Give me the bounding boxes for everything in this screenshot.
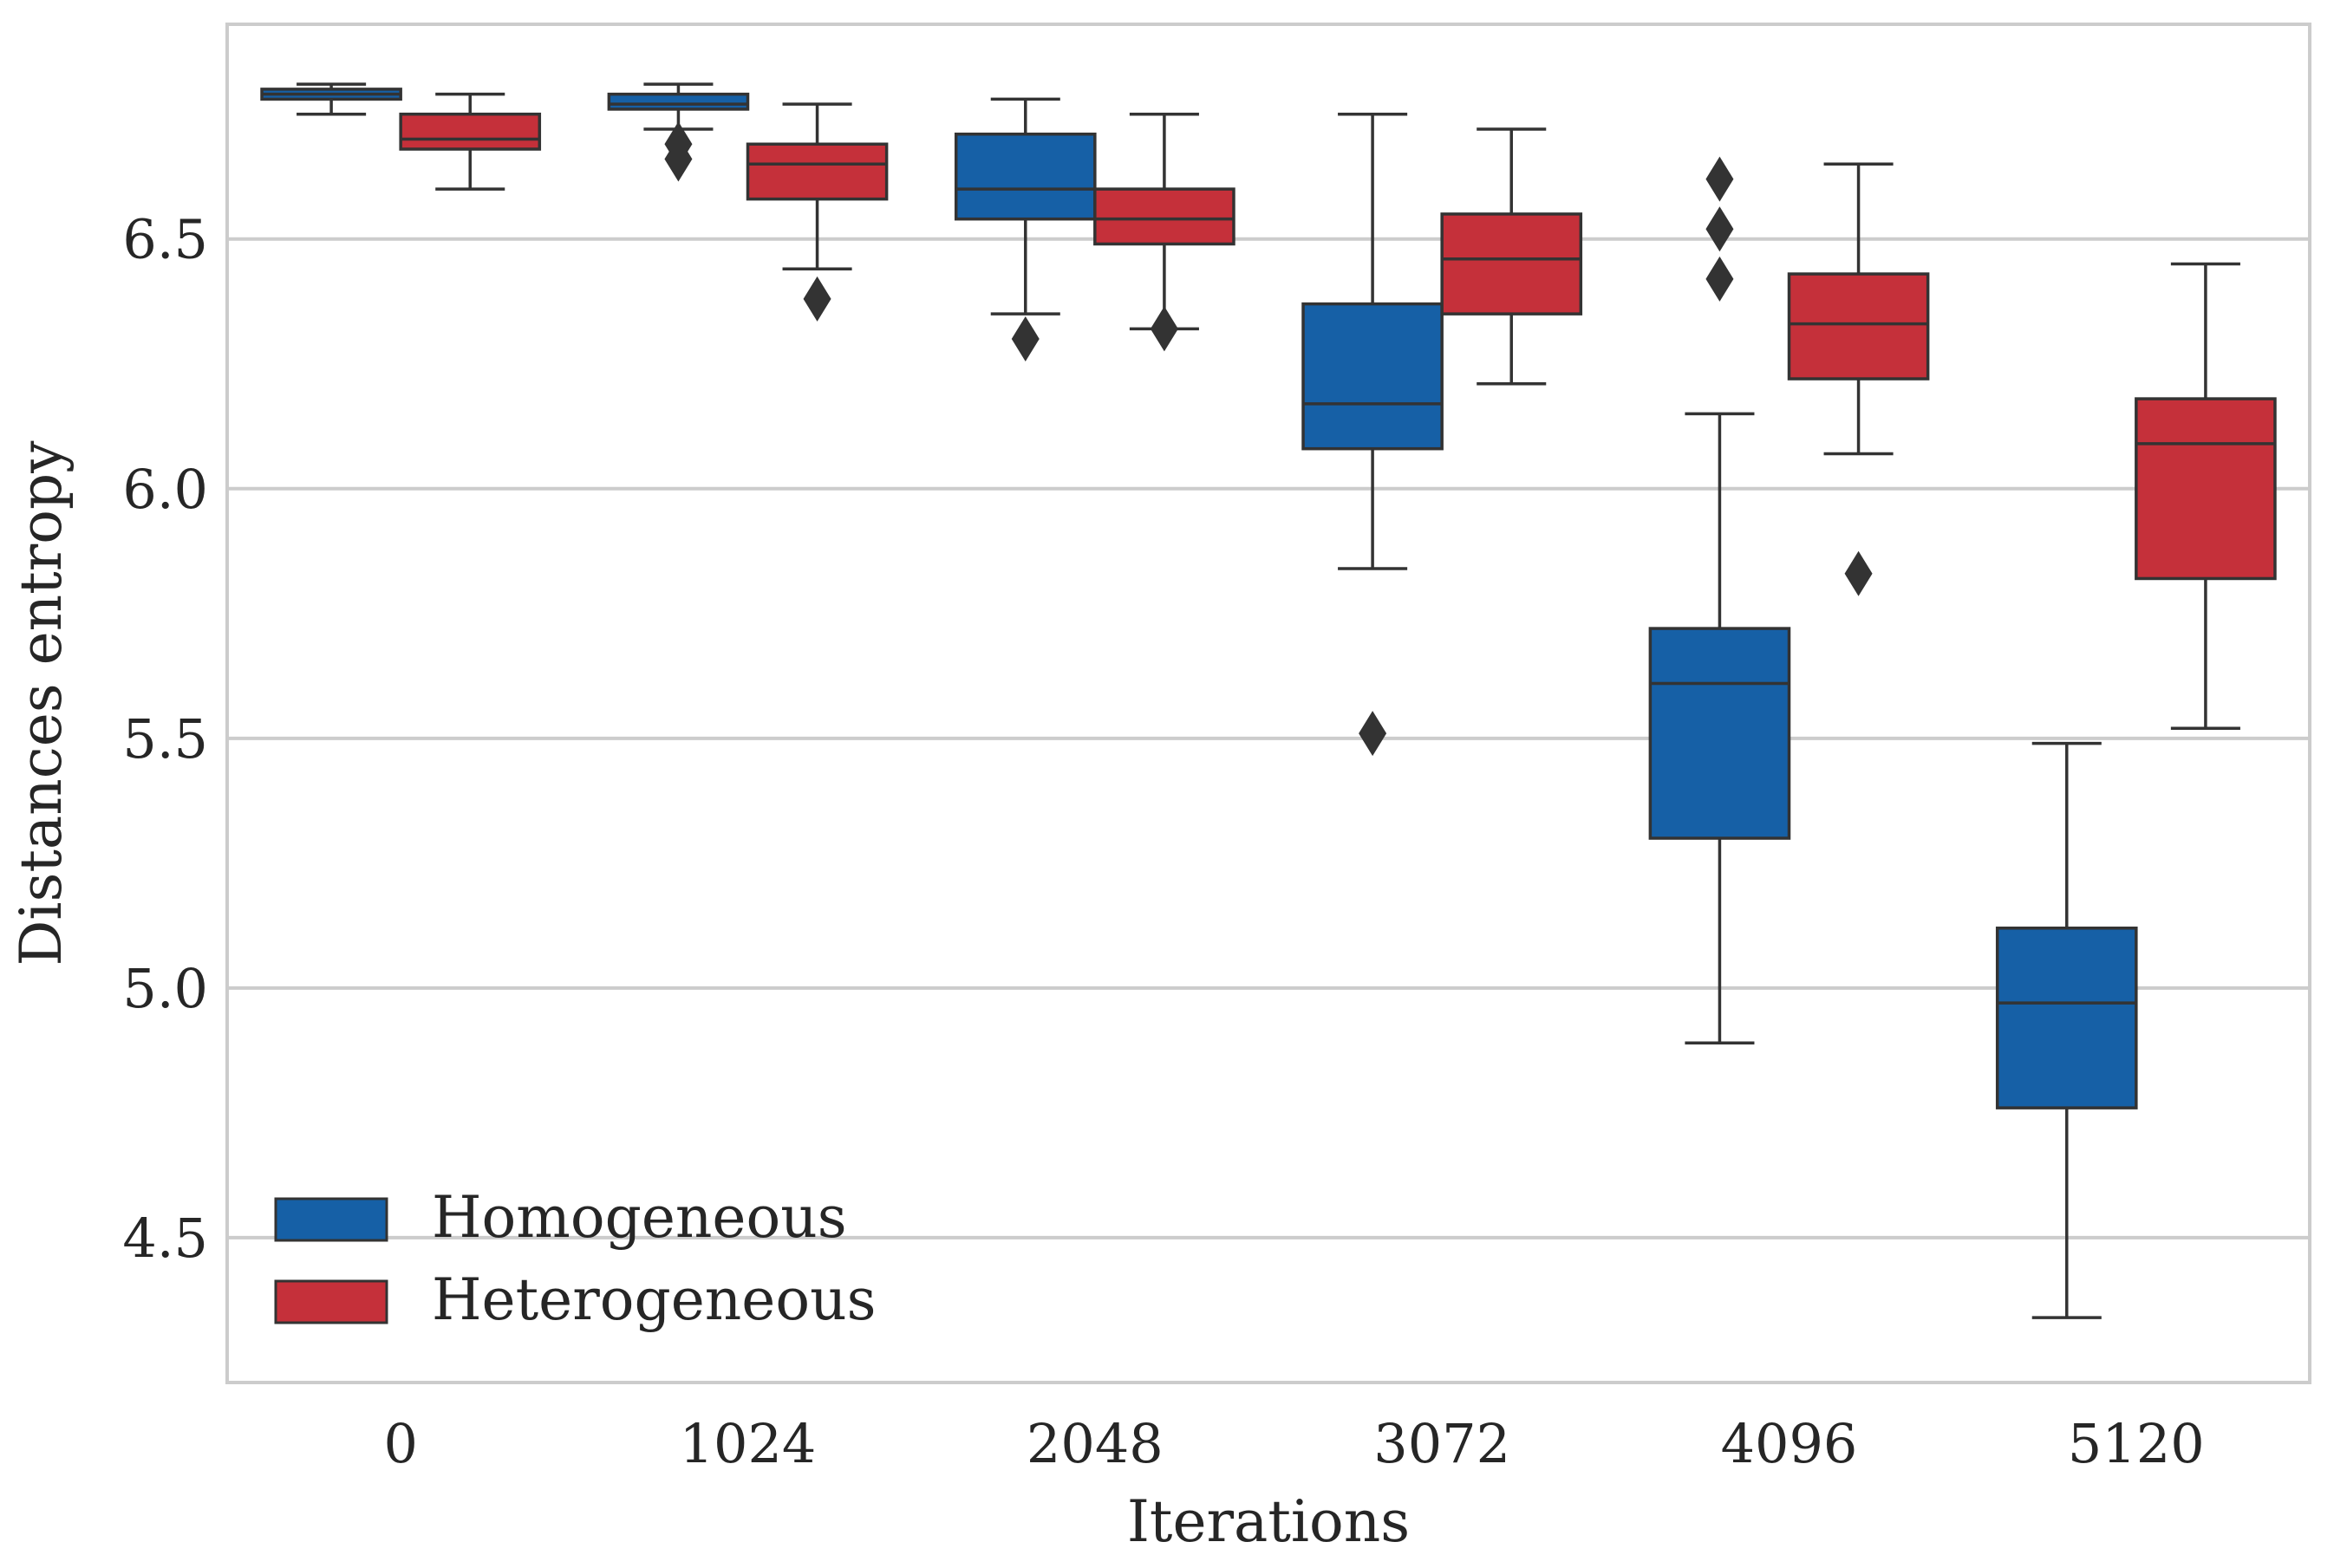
x-tick-label: 1024 <box>680 1412 817 1475</box>
box-homogeneous-5120 <box>1995 741 2138 1319</box>
box-iqr <box>2135 397 2277 581</box>
box-iqr <box>1301 302 1444 451</box>
x-axis-ticks: 0 1024 2048 3072 4096 5120 <box>383 1412 2204 1475</box>
outlier-marker <box>1705 256 1734 302</box>
y-tick-label: 5.0 <box>122 957 208 1020</box>
box-iqr <box>746 142 889 201</box>
outlier-marker <box>1011 316 1040 361</box>
outlier-marker <box>1844 550 1873 596</box>
y-axis-label: Distances entropy <box>8 440 75 966</box>
x-axis-label: Iterations <box>1127 1488 1410 1555</box>
box-homogeneous-2048 <box>954 97 1097 361</box>
box-homogeneous-4096 <box>1648 156 1791 1044</box>
outlier-marker <box>803 276 831 322</box>
legend-label-homogeneous: Homogeneous <box>432 1184 847 1251</box>
x-tick-label: 0 <box>383 1412 417 1475</box>
box-iqr <box>1093 187 1235 246</box>
outlier-marker <box>1705 206 1734 252</box>
legend-swatch-homogeneous <box>274 1197 388 1242</box>
box-iqr <box>607 92 750 111</box>
box-iqr <box>1648 627 1791 840</box>
outlier-marker <box>664 136 693 182</box>
x-tick-label: 3072 <box>1373 1412 1510 1475</box>
legend-swatch-heterogeneous <box>274 1279 388 1324</box>
x-tick-label: 5120 <box>2068 1412 2205 1475</box>
box-homogeneous-1024 <box>607 82 750 182</box>
y-tick-label: 4.5 <box>122 1207 208 1270</box>
box-iqr <box>1787 272 1930 381</box>
box-heterogeneous-3072 <box>1440 127 1583 386</box>
x-tick-label: 2048 <box>1027 1412 1164 1475</box>
outlier-marker <box>1150 306 1178 352</box>
outlier-marker <box>1359 711 1387 757</box>
gridlines <box>227 237 2310 1239</box>
y-tick-label: 6.0 <box>122 458 208 521</box>
series-homogeneous <box>260 82 2138 1319</box>
box-heterogeneous-1024 <box>746 102 889 322</box>
plot-area-frame <box>225 23 2311 1384</box>
box-iqr <box>399 112 542 151</box>
outlier-marker <box>1705 156 1734 202</box>
y-tick-label: 5.5 <box>122 707 208 771</box>
y-axis-ticks: 4.5 5.0 5.5 6.0 6.5 <box>122 208 208 1270</box>
box-iqr <box>1995 926 2138 1109</box>
box-homogeneous-0 <box>260 82 402 116</box>
box-series-layer <box>260 82 2277 1319</box>
box-heterogeneous-0 <box>399 92 542 191</box>
box-iqr <box>1440 212 1583 316</box>
box-heterogeneous-2048 <box>1093 112 1235 352</box>
y-tick-label: 6.5 <box>122 208 208 271</box>
legend-label-heterogeneous: Heterogeneous <box>432 1266 876 1333</box>
legend: Homogeneous Heterogeneous <box>274 1184 876 1333</box>
x-tick-label: 4096 <box>1721 1412 1858 1475</box>
box-heterogeneous-5120 <box>2135 262 2277 731</box>
box-heterogeneous-4096 <box>1787 162 1930 596</box>
series-heterogeneous <box>399 92 2277 731</box>
box-homogeneous-3072 <box>1301 112 1444 757</box>
box-iqr <box>954 132 1097 221</box>
